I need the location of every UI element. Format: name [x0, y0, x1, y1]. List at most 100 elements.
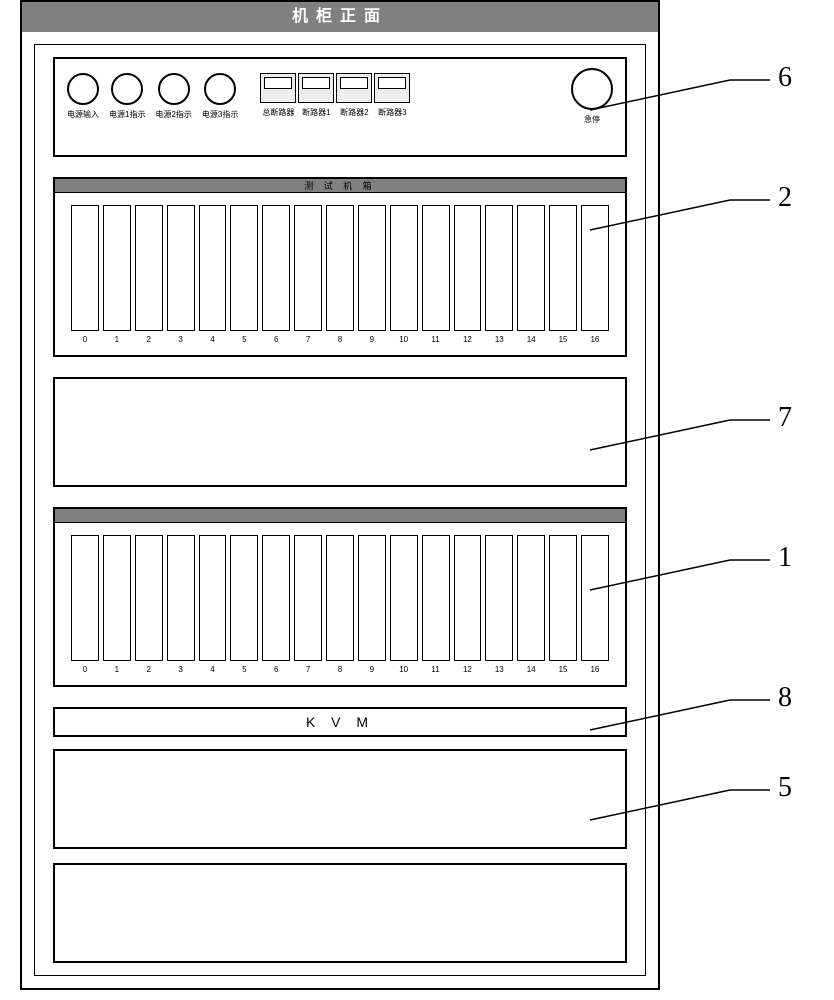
slot-number: 10 [390, 665, 418, 674]
slot-number: 5 [230, 335, 258, 344]
chassis-slot [485, 535, 513, 661]
chassis2-header [55, 509, 625, 523]
callout-number: 1 [778, 542, 792, 574]
breaker-switch-icon [298, 73, 334, 103]
callout-number: 7 [778, 402, 792, 434]
chassis-slot [549, 205, 577, 331]
indicator-label: 电源2指示 [155, 109, 191, 120]
slot-number: 3 [167, 665, 195, 674]
blank-panel-5 [53, 749, 627, 849]
slot-number: 13 [485, 335, 513, 344]
kvm-panel: K V M [53, 707, 627, 737]
cabinet-frame: 机柜正面 电源输入电源1指示电源2指示电源3指示总断路器断路器1断路器2断路器3… [20, 0, 660, 990]
indicator-label: 电源3指示 [202, 109, 238, 120]
chassis-slot [390, 535, 418, 661]
breaker-label: 断路器3 [378, 107, 406, 118]
slot-number: 0 [71, 335, 99, 344]
chassis-slot [199, 535, 227, 661]
slot-number: 5 [230, 665, 258, 674]
slot-number: 4 [199, 335, 227, 344]
slot-number: 9 [358, 335, 386, 344]
chassis-slot [294, 205, 322, 331]
chassis-slot [358, 535, 386, 661]
chassis-slot [71, 205, 99, 331]
slot-number: 8 [326, 335, 354, 344]
breaker: 断路器1 [298, 73, 334, 118]
blank-panel-mid [53, 377, 627, 487]
chassis-slot [262, 205, 290, 331]
slot-number: 2 [135, 335, 163, 344]
chassis-slot [549, 535, 577, 661]
slot-number: 16 [581, 665, 609, 674]
blank-panel-bottom [53, 863, 627, 963]
chassis-slot [422, 205, 450, 331]
chassis2-slot-labels: 012345678910111213141516 [55, 665, 625, 680]
power-control-panel: 电源输入电源1指示电源2指示电源3指示总断路器断路器1断路器2断路器3急停 [53, 57, 627, 157]
breakers-group: 总断路器断路器1断路器2断路器3 [260, 73, 410, 118]
chassis1-slot-labels: 012345678910111213141516 [55, 335, 625, 350]
power-indicator: 电源1指示 [109, 73, 145, 120]
chassis-slot [454, 205, 482, 331]
chassis-slot [422, 535, 450, 661]
chassis-slot [326, 535, 354, 661]
chassis-slot [517, 205, 545, 331]
chassis2-slots [55, 523, 625, 665]
indicator-light-icon [204, 73, 236, 105]
cabinet-title: 机柜正面 [22, 2, 658, 32]
slot-number: 2 [135, 665, 163, 674]
slot-number: 13 [485, 665, 513, 674]
emergency-stop-button-icon [571, 68, 613, 110]
indicator-label: 电源输入 [67, 109, 99, 120]
slot-number: 14 [517, 665, 545, 674]
chassis1-slots [55, 193, 625, 335]
chassis-slot [262, 535, 290, 661]
slot-number: 4 [199, 665, 227, 674]
chassis-slot [390, 205, 418, 331]
chassis-slot [454, 535, 482, 661]
callout-number: 6 [778, 62, 792, 94]
slot-number: 8 [326, 665, 354, 674]
chassis-slot [326, 205, 354, 331]
emergency-label: 急停 [584, 114, 600, 125]
breaker-label: 断路器1 [302, 107, 330, 118]
chassis-slot [199, 205, 227, 331]
slot-number: 12 [454, 335, 482, 344]
chassis-slot [167, 535, 195, 661]
chassis-slot [135, 205, 163, 331]
power-indicator: 电源输入 [67, 73, 99, 120]
cabinet-inner: 电源输入电源1指示电源2指示电源3指示总断路器断路器1断路器2断路器3急停 测 … [34, 44, 646, 976]
slot-number: 9 [358, 665, 386, 674]
breaker-switch-icon [260, 73, 296, 103]
test-chassis-1: 测 试 机 箱 012345678910111213141516 [53, 177, 627, 357]
chassis-slot [358, 205, 386, 331]
slot-number: 10 [390, 335, 418, 344]
indicator-light-icon [111, 73, 143, 105]
chassis-slot [167, 205, 195, 331]
slot-number: 7 [294, 665, 322, 674]
slot-number: 16 [581, 335, 609, 344]
breaker: 断路器2 [336, 73, 372, 118]
callout-number: 8 [778, 682, 792, 714]
indicator-light-icon [67, 73, 99, 105]
slot-number: 15 [549, 665, 577, 674]
breaker: 断路器3 [374, 73, 410, 118]
slot-number: 6 [262, 665, 290, 674]
slot-number: 0 [71, 665, 99, 674]
slot-number: 6 [262, 335, 290, 344]
power-indicator: 电源3指示 [202, 73, 238, 120]
slot-number: 3 [167, 335, 195, 344]
chassis-slot [103, 535, 131, 661]
chassis-slot [135, 535, 163, 661]
slot-number: 12 [454, 665, 482, 674]
chassis-slot [230, 535, 258, 661]
chassis-slot [581, 535, 609, 661]
breaker-switch-icon [336, 73, 372, 103]
chassis-slot [485, 205, 513, 331]
chassis-slot [230, 205, 258, 331]
chassis-slot [71, 535, 99, 661]
breaker-switch-icon [374, 73, 410, 103]
chassis-slot [581, 205, 609, 331]
slot-number: 11 [422, 335, 450, 344]
slot-number: 1 [103, 335, 131, 344]
chassis-slot [103, 205, 131, 331]
